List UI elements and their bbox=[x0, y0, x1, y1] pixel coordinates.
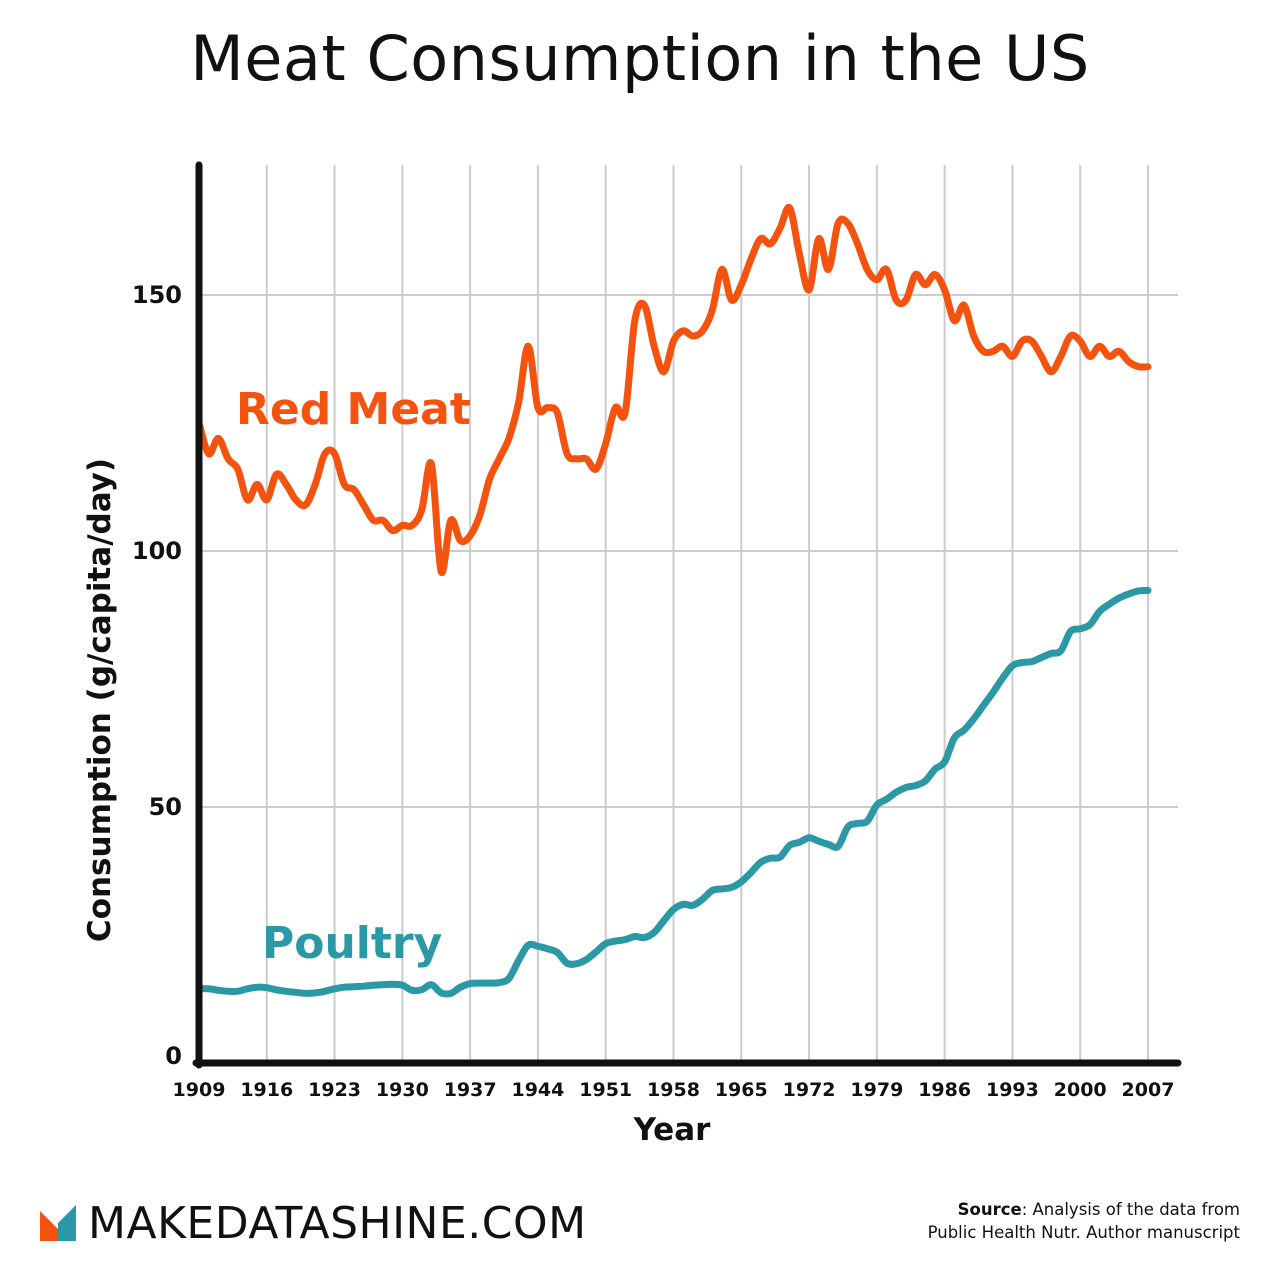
source-line-1: : Analysis of the data from bbox=[1021, 1200, 1240, 1219]
brand-name: MAKEDATASHINE.COM bbox=[88, 1197, 587, 1249]
x-tick-label-2007: 2007 bbox=[1122, 1079, 1175, 1101]
series-label-poultry: Poultry bbox=[262, 918, 442, 969]
source-label: Source bbox=[957, 1200, 1022, 1219]
y-tick-label-0: 0 bbox=[165, 1042, 182, 1070]
x-tick-label-1951: 1951 bbox=[579, 1079, 632, 1101]
x-tick-label-1937: 1937 bbox=[444, 1079, 497, 1101]
series-line-poultry bbox=[195, 586, 1152, 998]
x-tick-label-1944: 1944 bbox=[511, 1079, 564, 1101]
y-tick-label-100: 100 bbox=[132, 537, 182, 565]
y-tick-label-50: 50 bbox=[149, 793, 182, 821]
x-tick-label-1930: 1930 bbox=[376, 1079, 429, 1101]
logo-icon bbox=[40, 1205, 76, 1241]
source-note: Source: Analysis of the data from Public… bbox=[928, 1198, 1240, 1244]
series-lines bbox=[195, 203, 1152, 998]
y-tick-label-150: 150 bbox=[132, 281, 182, 309]
y-tick-labels: 0 50 100 150 bbox=[132, 281, 182, 1070]
x-tick-labels: 1909 1916 1923 1930 1937 1944 1951 1958 1965 1972… bbox=[173, 1079, 1175, 1101]
x-tick-label-1958: 1958 bbox=[647, 1079, 700, 1101]
x-tick-label-1993: 1993 bbox=[986, 1079, 1039, 1101]
grid-lines bbox=[198, 165, 1178, 1063]
brand-footer: MAKEDATASHINE.COM bbox=[40, 1197, 587, 1249]
axes bbox=[192, 161, 1182, 1069]
x-tick-label-1923: 1923 bbox=[308, 1079, 361, 1101]
x-tick-label-1916: 1916 bbox=[240, 1079, 293, 1101]
x-axis-label: Year bbox=[633, 1112, 712, 1148]
x-tick-label-1965: 1965 bbox=[715, 1079, 768, 1101]
source-line-2: Public Health Nutr. Author manuscript bbox=[927, 1223, 1240, 1242]
series-label-red-meat: Red Meat bbox=[236, 384, 471, 435]
x-tick-label-1986: 1986 bbox=[918, 1079, 971, 1101]
y-axis-label: Consumption (g/capita/day) bbox=[82, 458, 118, 942]
line-chart: 1909 1916 1923 1930 1937 1944 1951 1958 1965 1972… bbox=[82, 161, 1182, 1148]
x-tick-label-1972: 1972 bbox=[783, 1079, 836, 1101]
x-tick-label-1909: 1909 bbox=[173, 1079, 226, 1101]
series-line-red-meat bbox=[195, 203, 1152, 576]
x-tick-label-1979: 1979 bbox=[850, 1079, 903, 1101]
x-tick-label-2000: 2000 bbox=[1054, 1079, 1107, 1101]
chart-title: Meat Consumption in the US bbox=[190, 22, 1090, 95]
